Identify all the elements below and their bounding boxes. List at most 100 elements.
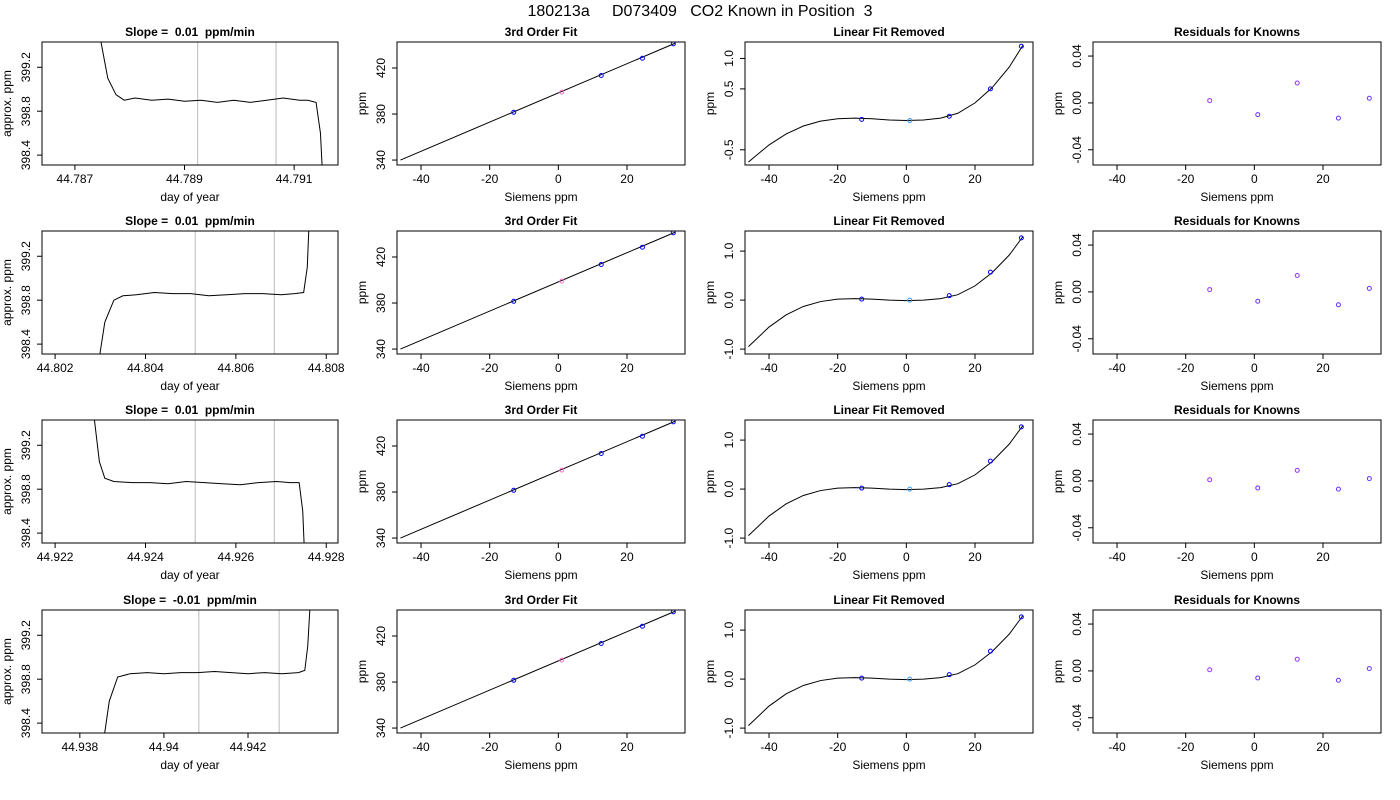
y-tick-label: 0.0 [722,291,736,308]
y-tick-label: 398.4 [19,518,33,548]
plot-frame [396,41,686,166]
panel-title: 3rd Order Fit [505,25,578,39]
data-point [987,648,993,654]
data-line [100,42,323,165]
y-axis-label: ppm [355,92,369,115]
plot-area [99,231,310,354]
x-axis-label: Siemens ppm [852,190,925,204]
data-point [946,672,952,678]
y-axis-label: ppm [703,92,717,115]
plot-frame [41,41,339,166]
panel-title: 3rd Order Fit [505,214,578,228]
y-tick-label: 340 [374,339,388,359]
data-point [1366,476,1372,482]
panel: 3rd Order Fit Siemens ppm ppm -40 -20 0 20 340 3… [355,214,686,393]
data-point [511,298,517,304]
data-line [400,42,676,161]
panel-title: 3rd Order Fit [505,403,578,417]
x-axis-label: Siemens ppm [1200,568,1273,582]
x-axis-label: day of year [160,379,219,393]
data-point [670,231,676,236]
page-title: 180213a D073409 CO2 Known in Position 3 [527,3,872,20]
panel: Linear Fit Removed Siemens ppm ppm -40 -20 0 2… [703,593,1034,772]
x-axis-label: Siemens ppm [504,190,577,204]
y-tick-label: 340 [374,150,388,170]
y-tick-label: 0.00 [1070,91,1084,115]
data-point [639,244,645,250]
x-tick-label: -40 [412,172,430,186]
data-point [598,450,604,456]
panel: Linear Fit Removed Siemens ppm ppm -40 -20 0 2… [703,214,1034,393]
y-tick-label: 399.2 [19,241,33,271]
panel-title: Slope = 0.01 ppm/min [125,25,255,39]
data-point [1366,666,1372,672]
data-point [1294,656,1300,662]
x-tick-label: 20 [968,550,982,564]
data-point [1335,677,1341,683]
x-tick-label: -40 [412,361,430,375]
x-axis-label: Siemens ppm [1200,758,1273,772]
x-tick-label: 20 [620,740,634,754]
data-point [511,109,517,115]
data-point [559,278,565,284]
panel: Residuals for Knowns Siemens ppm ppm -40 -20… [1051,214,1382,393]
x-tick-label: 44.924 [127,550,164,564]
data-point [1255,485,1261,491]
plot-area [104,610,311,733]
data-point [1335,486,1341,492]
y-tick-label: 398.8 [19,664,33,694]
x-tick-label: 20 [620,361,634,375]
panel: 3rd Order Fit Siemens ppm ppm -40 -20 0 20 340 3… [355,593,686,772]
data-point [1255,675,1261,681]
panel-title: Residuals for Knowns [1174,25,1300,39]
data-point [907,297,913,303]
x-tick-label: 44.808 [308,361,345,375]
y-tick-label: 420 [374,247,388,267]
y-axis-label: ppm [355,660,369,683]
x-tick-label: 0 [903,172,910,186]
data-point [598,72,604,78]
x-axis-label: Siemens ppm [504,379,577,393]
data-point [670,42,676,47]
data-point [511,677,517,683]
x-axis-label: Siemens ppm [852,758,925,772]
y-tick-label: 0.04 [1070,612,1084,636]
x-tick-label: -40 [412,740,430,754]
y-tick-label: 399.2 [19,430,33,460]
data-point [1207,287,1213,293]
x-tick-label: -20 [1177,361,1195,375]
x-tick-label: 44.787 [57,172,94,186]
panel-title: Linear Fit Removed [833,593,944,607]
data-point [559,89,565,95]
data-point [859,485,865,491]
data-point [670,610,676,615]
panel: Residuals for Knowns Siemens ppm ppm -40 -20… [1051,403,1382,582]
data-point [1294,467,1300,473]
x-tick-label: -20 [481,740,499,754]
y-axis-label: approx. ppm [0,448,14,515]
data-line [748,236,1024,348]
panel-title: Slope = 0.01 ppm/min [125,403,255,417]
x-axis-label: day of year [160,190,219,204]
y-axis-label: ppm [1051,470,1065,493]
x-tick-label: 44.928 [308,550,345,564]
x-tick-label: 20 [968,172,982,186]
y-axis-label: approx. ppm [0,638,14,705]
plot-frame [396,609,686,734]
x-tick-label: 44.789 [166,172,203,186]
data-point [670,420,676,425]
data-point [559,657,565,663]
data-point [987,86,993,92]
panel-title: Linear Fit Removed [833,403,944,417]
data-point [987,269,993,275]
y-tick-label: 398.8 [19,474,33,504]
panel: Linear Fit Removed Siemens ppm ppm -40 -20 0 2… [703,25,1034,204]
y-tick-label: 398.8 [19,285,33,315]
plot-frame [41,609,339,734]
y-tick-label: -0.5 [722,139,736,160]
x-tick-label: -20 [1177,740,1195,754]
x-tick-label: 0 [1251,172,1258,186]
plot-frame [396,419,686,544]
